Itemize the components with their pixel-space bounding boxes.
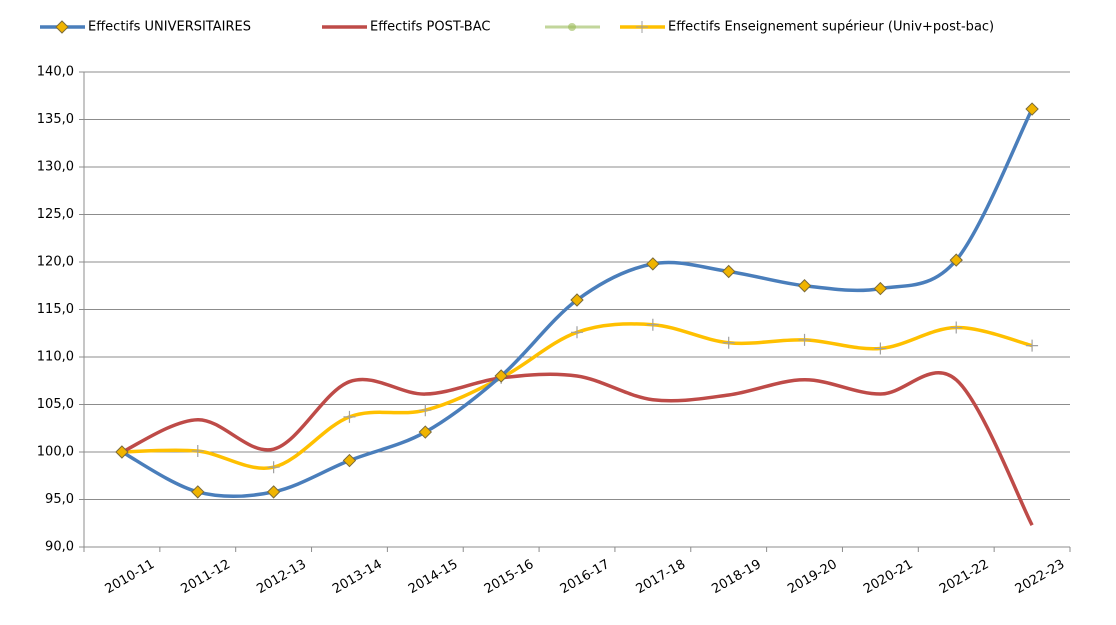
x-tick-label: 2014-15 [406, 557, 461, 597]
marker [950, 321, 963, 334]
marker [873, 281, 888, 296]
legend-marker [568, 23, 576, 31]
legend-marker [636, 21, 648, 33]
marker [343, 410, 356, 423]
y-tick-label: 95,0 [45, 492, 74, 507]
y-tick-label: 90,0 [45, 540, 74, 555]
marker [570, 293, 584, 307]
y-tick-label: 100,0 [37, 445, 74, 460]
line [121, 371, 1034, 526]
marker [949, 253, 963, 267]
marker [191, 445, 204, 458]
marker [798, 333, 811, 346]
x-tick-label: 2013-14 [330, 557, 385, 597]
marker [797, 279, 812, 293]
x-tick-label: 2016-17 [558, 557, 613, 597]
y-tick-label: 120,0 [37, 255, 74, 270]
marker [115, 445, 129, 459]
x-tick-label: 2011-12 [178, 557, 233, 597]
y-tick-label: 130,0 [37, 160, 74, 175]
marker [722, 336, 735, 349]
x-tick-label: 2019-20 [785, 557, 840, 597]
marker [267, 461, 280, 474]
x-tick-label: 2020-21 [861, 557, 916, 597]
x-tick-label: 2022-23 [1013, 557, 1068, 597]
y-tick-label: 105,0 [37, 397, 74, 412]
x-tick-label: 2010-11 [103, 557, 158, 597]
marker [646, 257, 660, 271]
legend-marker [55, 20, 69, 34]
legend-label: Effectifs UNIVERSITAIRES [88, 20, 251, 35]
y-tick-label: 115,0 [37, 302, 74, 317]
legend-label: Effectifs Enseignement supérieur (Univ+p… [668, 20, 994, 35]
x-tick-label: 2017-18 [634, 557, 689, 597]
marker [874, 342, 887, 355]
y-tick-label: 135,0 [37, 112, 74, 127]
x-tick-label: 2021-22 [937, 557, 992, 597]
marker [266, 485, 281, 499]
marker [342, 453, 357, 468]
marker [191, 485, 205, 499]
line [121, 322, 1033, 470]
y-tick-label: 125,0 [37, 207, 74, 222]
marker [494, 369, 508, 383]
x-tick-label: 2018-19 [709, 557, 764, 597]
marker [418, 425, 433, 439]
x-tick-label: 2012-13 [254, 557, 309, 597]
marker [721, 264, 736, 279]
y-tick-label: 140,0 [37, 65, 74, 80]
y-tick-label: 110,0 [37, 350, 74, 365]
marker [1026, 339, 1039, 352]
marker [646, 318, 659, 331]
x-tick-label: 2015-16 [482, 557, 537, 597]
legend-extra [545, 23, 600, 31]
marker [419, 404, 432, 417]
marker [571, 326, 583, 339]
marker [1025, 102, 1039, 116]
legend-label: Effectifs POST-BAC [370, 20, 490, 35]
